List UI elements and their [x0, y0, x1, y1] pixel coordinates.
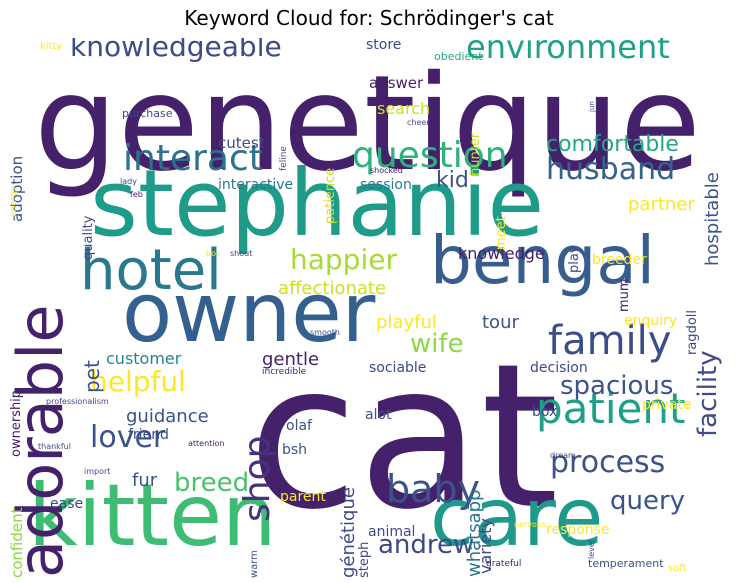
- word-play: play: [567, 245, 582, 273]
- word-family: family: [548, 318, 672, 364]
- word-genetique: genetique: [34, 47, 701, 201]
- word-interactive: interactive: [218, 177, 294, 193]
- word-private: private: [642, 397, 692, 413]
- word-smooth: smooth: [310, 328, 340, 337]
- word-question: question: [352, 135, 508, 176]
- word-response: response: [546, 522, 610, 538]
- word-mum: mum: [617, 278, 632, 312]
- word-wife: wife: [410, 329, 464, 359]
- word-decision: decision: [530, 360, 588, 376]
- word-guidance: guidance: [126, 406, 209, 427]
- word-environment: environment: [466, 38, 670, 66]
- word-professionalism: professionalism: [46, 397, 109, 406]
- word-cheer: cheer: [407, 118, 430, 127]
- word-meet: meet: [494, 216, 509, 250]
- word-friend: friend: [128, 427, 169, 443]
- word-cutest: cutest: [218, 134, 265, 152]
- word-ragdoll: ragdoll: [685, 310, 700, 355]
- word-knowledge: knowledge: [458, 244, 545, 263]
- word-olaf: olaf: [286, 418, 312, 434]
- word-lady: lady: [120, 177, 137, 186]
- word-playful: playful: [376, 312, 437, 333]
- word-bsh: bsh: [282, 442, 308, 458]
- word-hospitable: hospitable: [702, 172, 723, 266]
- word-incredible: incredible: [262, 367, 307, 377]
- word-pet: pet: [80, 360, 104, 393]
- word-enquiry: enquiry: [624, 313, 678, 329]
- word-g-n-tique: génétique: [338, 487, 359, 578]
- word-happier: happier: [290, 243, 397, 276]
- word-lover: lover: [90, 420, 166, 455]
- word-jun: jun: [588, 101, 596, 112]
- word-feb: feb: [130, 190, 143, 199]
- word-feline: feline: [279, 146, 289, 171]
- word-energy: energy: [10, 185, 19, 217]
- word-owner: owner: [122, 266, 376, 361]
- word-kitten: kitten: [28, 466, 277, 566]
- word-patient: patient: [536, 384, 686, 433]
- word-customer: customer: [106, 349, 182, 368]
- word-steph: steph: [357, 541, 372, 578]
- word-import: import: [84, 467, 111, 476]
- word-stephanie: stephanie: [90, 150, 545, 257]
- word-session: session: [360, 177, 412, 193]
- word-breed: breed: [174, 468, 250, 498]
- word-obedient: obedient: [434, 50, 483, 63]
- word-bengal: bengal: [430, 222, 656, 299]
- word-partner: partner: [628, 194, 695, 215]
- word-interact: interact: [123, 138, 263, 179]
- word-confident: confident: [10, 507, 26, 578]
- word-alot: alot: [365, 407, 392, 423]
- word-ownership: ownership: [10, 389, 24, 457]
- word-comfortable: comfortable: [546, 132, 679, 157]
- word-temperament: temperament: [588, 557, 664, 570]
- word-helpful: helpful: [90, 365, 186, 398]
- word-andrew: andrew: [378, 530, 475, 560]
- word-cat: cat: [248, 321, 559, 554]
- word-ease: ease: [50, 496, 84, 512]
- word-fur: fur: [132, 470, 158, 491]
- word-grateful: grateful: [486, 559, 522, 569]
- word-attention: attention: [188, 439, 225, 448]
- word-kid: kid: [436, 168, 469, 193]
- word-search: search: [377, 99, 431, 118]
- word-warm: warm: [249, 550, 260, 578]
- word-facility: facility: [693, 350, 723, 437]
- word-kitty: kitty: [40, 41, 63, 52]
- word-gentle: gentle: [262, 349, 320, 370]
- word-bos: bos: [206, 249, 221, 258]
- word-parent: parent: [280, 489, 326, 505]
- word-store: store: [366, 38, 402, 53]
- word-tour: tour: [482, 312, 519, 333]
- word-husband: husband: [546, 152, 676, 187]
- word-knowledgeable: knowledgeable: [70, 38, 282, 63]
- word-thankful: thankful: [38, 442, 71, 451]
- word-shout: shout: [230, 249, 253, 258]
- word-hotel: hotel: [80, 238, 222, 303]
- word-query: query: [610, 486, 686, 516]
- word-nervous: nervous: [514, 520, 547, 529]
- word-affectionate: affectionate: [278, 278, 387, 299]
- word-hunter: hunter: [468, 132, 483, 176]
- word-spacious: spacious: [560, 371, 674, 401]
- word-box: box: [532, 404, 558, 420]
- word-cloud: cat genetique stephanie kitten owner care beng…: [10, 38, 728, 578]
- chart-title: Keyword Cloud for: Schrödinger's cat: [184, 6, 554, 30]
- word-baby: baby: [386, 467, 481, 511]
- word-soft: soft: [668, 563, 687, 574]
- word-quality: quality: [81, 215, 96, 260]
- word-care: care: [430, 471, 604, 564]
- word-shocked: shocked: [370, 166, 403, 175]
- word-purchase: purchase: [122, 107, 173, 120]
- word-answer: answer: [369, 74, 424, 92]
- word-sociable: sociable: [369, 360, 427, 376]
- word-dream: dream: [550, 451, 576, 460]
- word-animal: animal: [368, 524, 416, 540]
- word-breeder: breeder: [592, 252, 647, 268]
- word-process: process: [550, 445, 666, 480]
- word-patience: patience: [323, 167, 338, 224]
